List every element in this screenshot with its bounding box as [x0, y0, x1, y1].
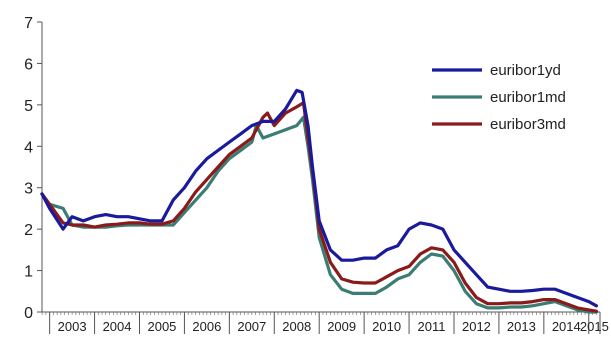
y-tick-label: 6: [24, 56, 33, 73]
series-layer: [40, 88, 599, 314]
y-tick-label: 2: [24, 222, 33, 239]
x-tick-label: 2013: [507, 319, 536, 334]
legend: euribor1yd euribor1md euribor3md: [432, 62, 566, 133]
x-tick-label: 2003: [58, 319, 87, 334]
x-tick-label: 2010: [372, 319, 401, 334]
legend-label-euribor3md: euribor3md: [490, 116, 566, 133]
x-tick-label: 2005: [147, 319, 176, 334]
y-tick-label: 3: [24, 181, 33, 198]
x-tick-label: 2007: [237, 319, 266, 334]
y-tick-label: 5: [24, 98, 33, 115]
x-tick-label: 2008: [282, 319, 311, 334]
x-tick-label: 2009: [327, 319, 356, 334]
x-tick-label: 2015: [580, 319, 609, 334]
legend-label-euribor1md: euribor1md: [490, 89, 566, 106]
x-tick-label: 2004: [103, 319, 132, 334]
x-tick-label: 2014: [552, 319, 581, 334]
series-line-euribor1yd: [40, 88, 599, 308]
y-tick-label: 7: [24, 15, 33, 32]
y-tick-label: 1: [24, 264, 33, 281]
x-tick-label: 2011: [418, 319, 446, 334]
y-tick-label: 4: [24, 139, 33, 156]
x-tick-label: 2012: [462, 319, 491, 334]
y-tick-label: 0: [24, 305, 33, 322]
series-line-euribor3md: [40, 101, 599, 313]
x-tick-label: 2006: [192, 319, 221, 334]
legend-label-euribor1yd: euribor1yd: [490, 62, 561, 79]
axes: 0 1 2 3 4 5 6 7 2003 2004 2005 2006 2007 2008 2009 2010…: [24, 15, 609, 334]
